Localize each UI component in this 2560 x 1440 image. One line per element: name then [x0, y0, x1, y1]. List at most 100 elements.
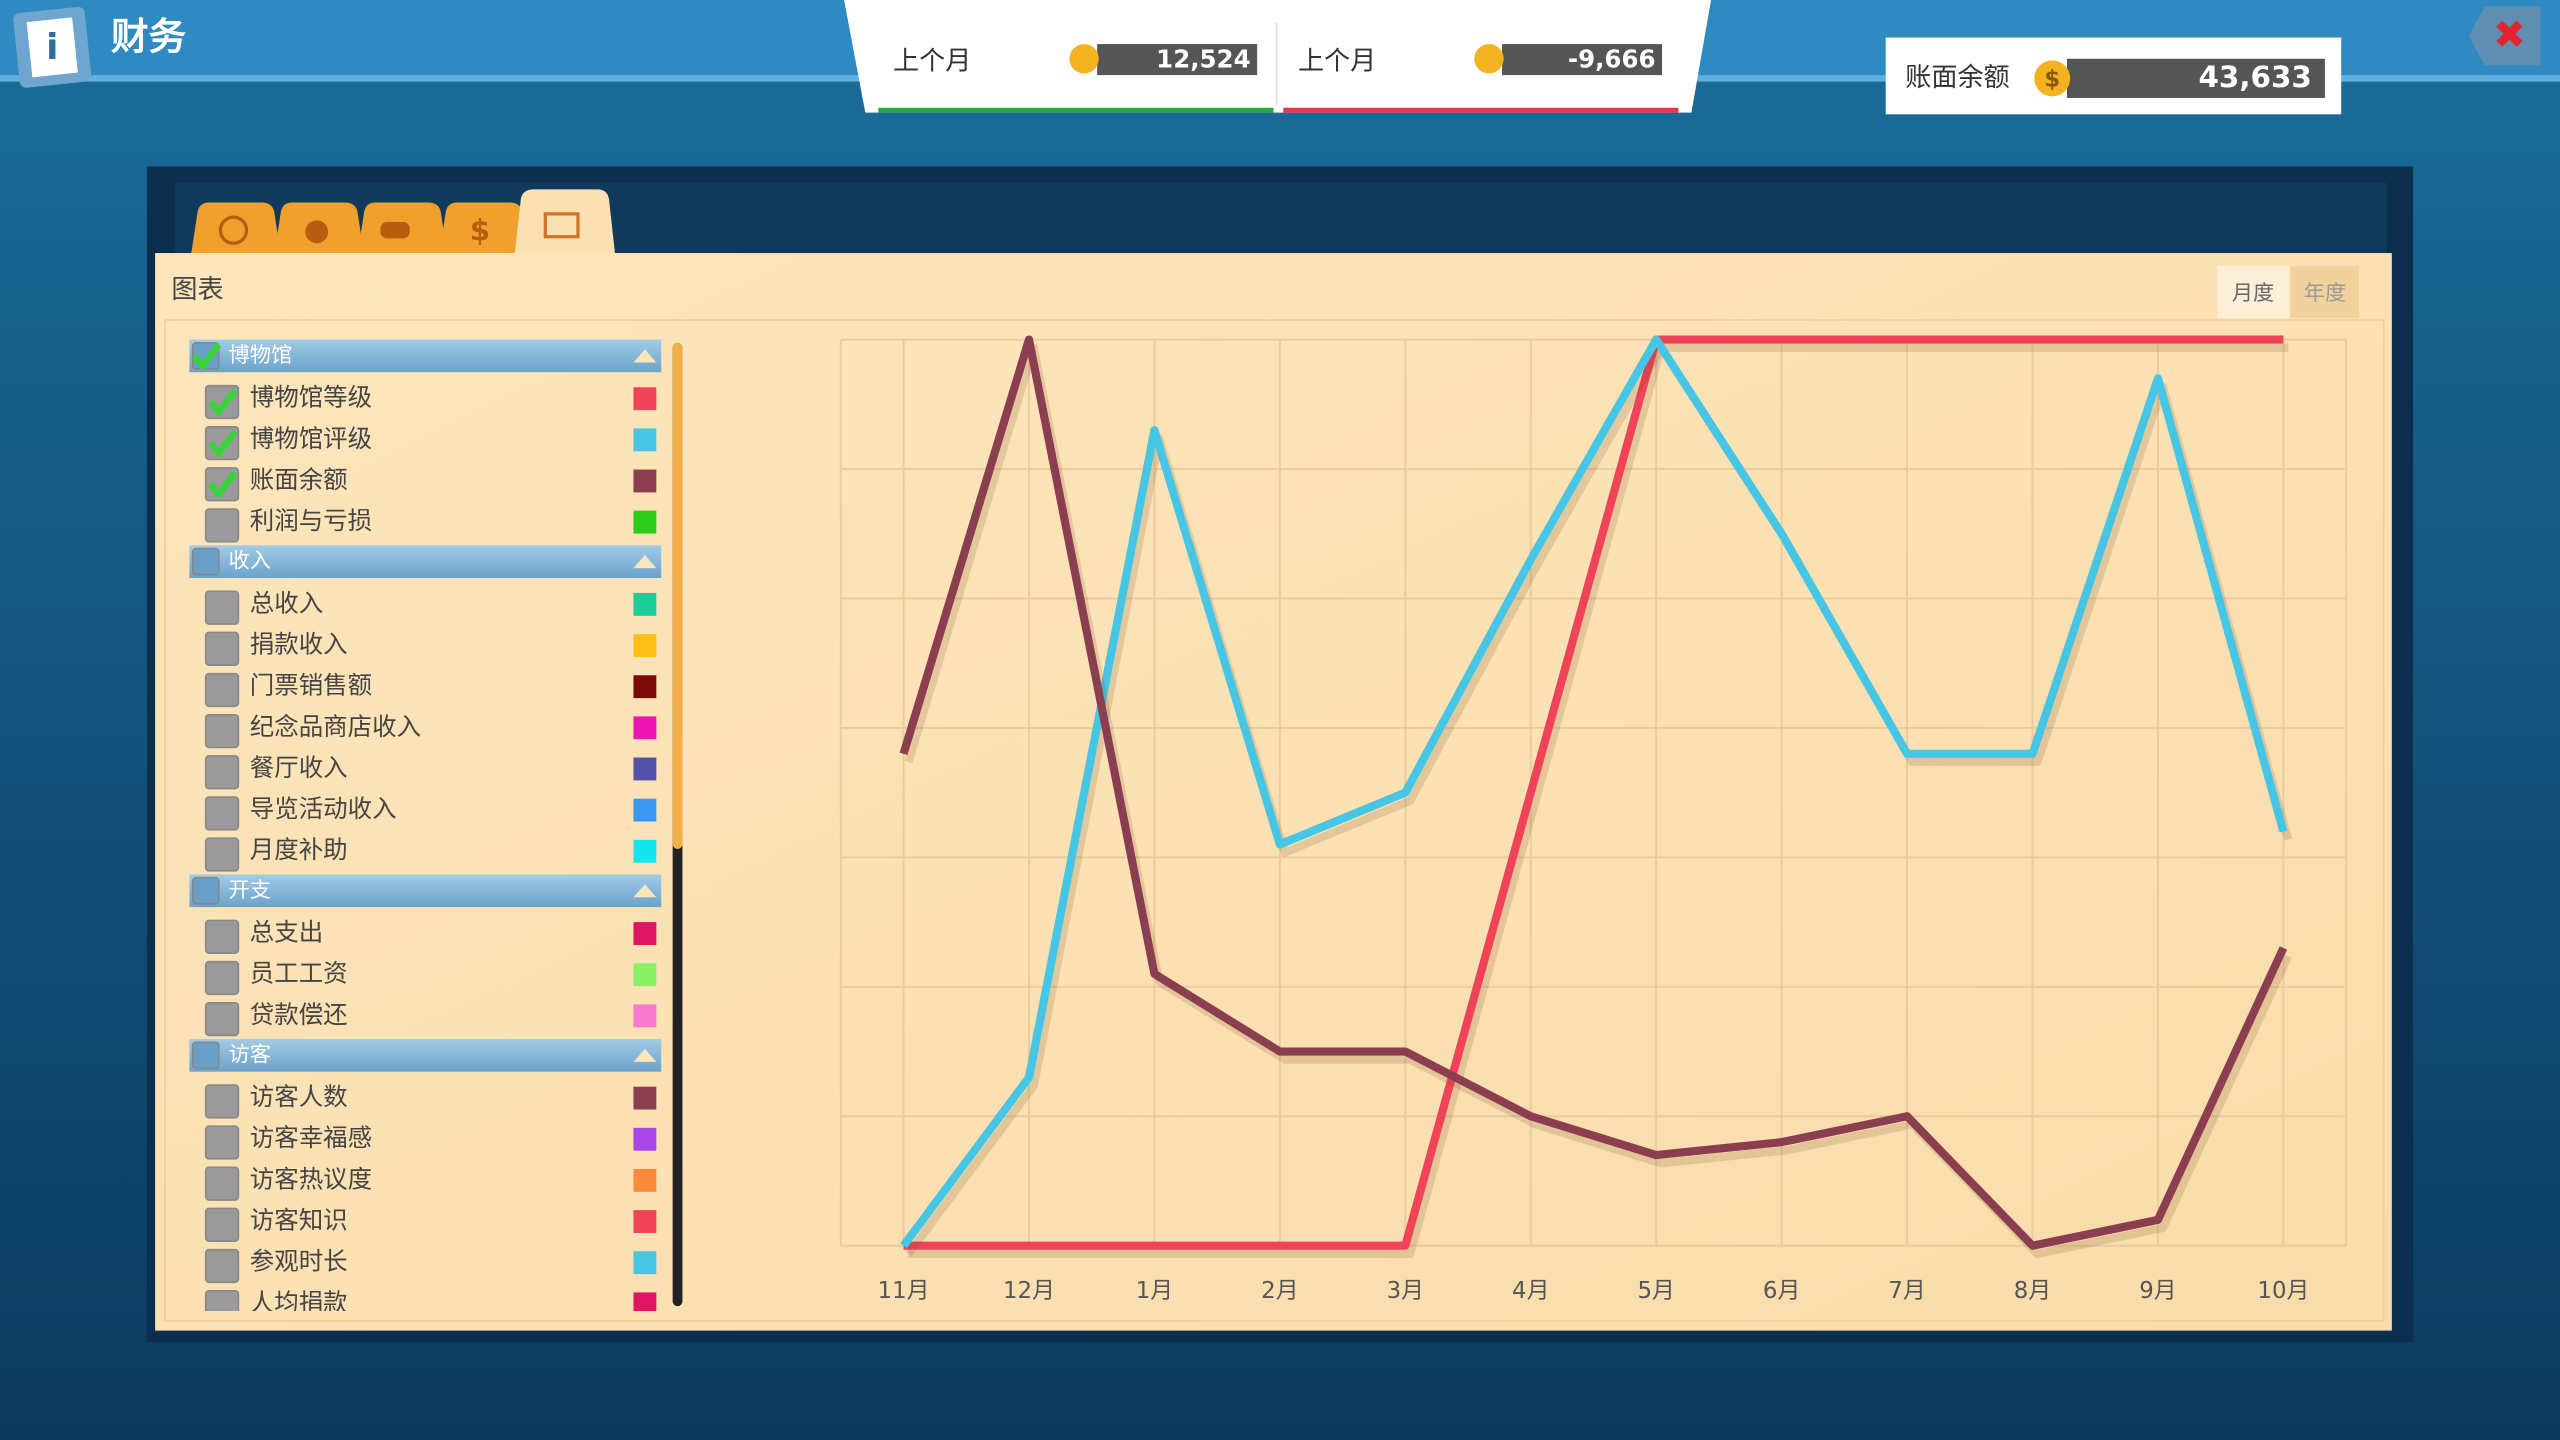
checkbox[interactable]	[204, 1001, 240, 1037]
checkbox[interactable]	[204, 713, 240, 749]
collapse-arrow[interactable]	[633, 349, 657, 363]
collapse-arrow[interactable]	[633, 884, 657, 898]
x-tick-label: 9月	[2139, 1278, 2176, 1304]
x-tick-label: 1月	[1136, 1278, 1173, 1304]
x-tick-label: 12月	[1003, 1278, 1055, 1304]
toggle-yearly[interactable]	[2290, 266, 2360, 319]
legend-swatch	[633, 839, 657, 863]
stat-label: 上个月	[893, 47, 971, 77]
group-header[interactable]	[189, 874, 662, 908]
plot: 11月 12月 1月 2月 3月 4月 5月 6月 7月 8月 9月 10月	[839, 335, 2348, 1304]
checkmark	[191, 342, 222, 371]
x-tick-label: 7月	[1888, 1278, 1925, 1304]
svg-text:$: $	[470, 213, 490, 247]
stat-bar	[1097, 44, 1258, 76]
legend-swatch	[633, 1168, 657, 1192]
legend-swatch	[633, 1127, 657, 1151]
checkbox[interactable]	[204, 960, 240, 996]
legend-swatch	[633, 1004, 657, 1028]
coin-icon	[1069, 44, 1099, 74]
legend-swatch	[633, 1086, 657, 1110]
legend-label: 访客幸福感	[250, 1123, 372, 1152]
x-tick-label: 5月	[1637, 1278, 1674, 1304]
legend-list: 博物馆博物馆等级博物馆评级账面余额利润与亏损收入总收入捐款收入门票销售额纪念品商…	[189, 339, 662, 1324]
tab-chart[interactable]	[514, 189, 616, 258]
checkbox[interactable]	[204, 672, 240, 708]
chart-area-border	[164, 319, 2385, 1322]
x-tick-label: 11月	[878, 1278, 930, 1304]
group-label: 博物馆	[229, 343, 293, 368]
checkbox[interactable]	[204, 590, 240, 625]
tab-info[interactable]	[191, 202, 281, 255]
checkbox[interactable]	[204, 1248, 240, 1284]
coin-glyph: $	[2044, 66, 2060, 92]
toggle-label: 月度	[2232, 281, 2274, 306]
legend-label: 导览活动收入	[250, 794, 397, 823]
toggle-monthly[interactable]	[2217, 266, 2289, 319]
toggle-label: 年度	[2304, 281, 2346, 306]
legend-swatch	[633, 716, 657, 740]
legend-label: 餐厅收入	[250, 753, 348, 782]
checkbox[interactable]	[204, 796, 240, 831]
legend-swatch	[633, 798, 657, 822]
legend-label: 月度补助	[250, 835, 348, 864]
group-header[interactable]	[189, 545, 662, 578]
line-shadow	[908, 343, 2289, 1258]
legend-swatch	[633, 922, 657, 945]
tab-dollar[interactable]	[439, 202, 529, 255]
checkbox[interactable]	[204, 508, 240, 543]
checkbox[interactable]	[204, 1166, 240, 1201]
legend-label: 总支出	[250, 918, 323, 947]
legend-swatch	[633, 634, 657, 657]
legend-label: 参观时长	[250, 1247, 348, 1276]
checkbox[interactable]	[204, 919, 240, 954]
legend-label: 总收入	[250, 588, 323, 617]
close-button[interactable]: ✖	[2468, 6, 2541, 66]
collapse-arrow[interactable]	[633, 1048, 657, 1062]
legend-label: 利润与亏损	[250, 506, 372, 535]
screen-title: 财务	[111, 15, 187, 59]
svg-text:i: i	[46, 27, 58, 68]
scroll-thumb[interactable]	[672, 342, 683, 849]
collapse-arrow[interactable]	[633, 555, 657, 569]
checkbox[interactable]	[204, 1084, 240, 1119]
group-label: 开支	[229, 878, 271, 903]
checkbox[interactable]	[204, 1289, 240, 1324]
x-tick-label: 10月	[2257, 1278, 2309, 1304]
legend-swatch	[633, 592, 657, 616]
stat-underline	[878, 107, 1274, 113]
legend-label: 贷款偿还	[250, 1000, 348, 1029]
stat-label: 上个月	[1298, 47, 1376, 77]
checkbox[interactable]	[191, 1041, 220, 1070]
legend-label: 人均捐款	[250, 1288, 348, 1317]
series-line	[903, 335, 2284, 1250]
legend-label: 员工工资	[250, 959, 348, 988]
checkbox[interactable]	[204, 1125, 240, 1160]
checkbox[interactable]	[204, 837, 240, 872]
checkbox[interactable]	[204, 755, 240, 790]
legend-label: 博物馆评级	[250, 424, 372, 453]
legend-label: 纪念品商店收入	[250, 712, 421, 741]
legend-swatch	[633, 1251, 657, 1275]
legend-swatch	[633, 387, 657, 411]
tabs: $	[191, 189, 616, 258]
panel-title: 图表	[171, 275, 223, 305]
x-tick-label: 6月	[1763, 1278, 1800, 1304]
group-header[interactable]	[189, 1039, 662, 1072]
balance-bar	[2066, 58, 2325, 98]
legend-label: 访客热议度	[250, 1164, 372, 1193]
series-line	[899, 335, 2288, 1250]
balance-label: 账面余额	[1905, 63, 2009, 93]
balance-value: 43,633	[2198, 60, 2311, 94]
stat-underline	[1283, 107, 1679, 113]
legend-label: 账面余额	[250, 465, 348, 494]
group-header[interactable]	[189, 339, 662, 373]
checkmark	[208, 429, 238, 459]
checkbox[interactable]	[204, 631, 240, 666]
checkbox[interactable]	[204, 1207, 240, 1242]
legend-label: 访客人数	[250, 1082, 348, 1111]
checkbox[interactable]	[191, 547, 220, 576]
checkbox[interactable]	[191, 876, 220, 905]
